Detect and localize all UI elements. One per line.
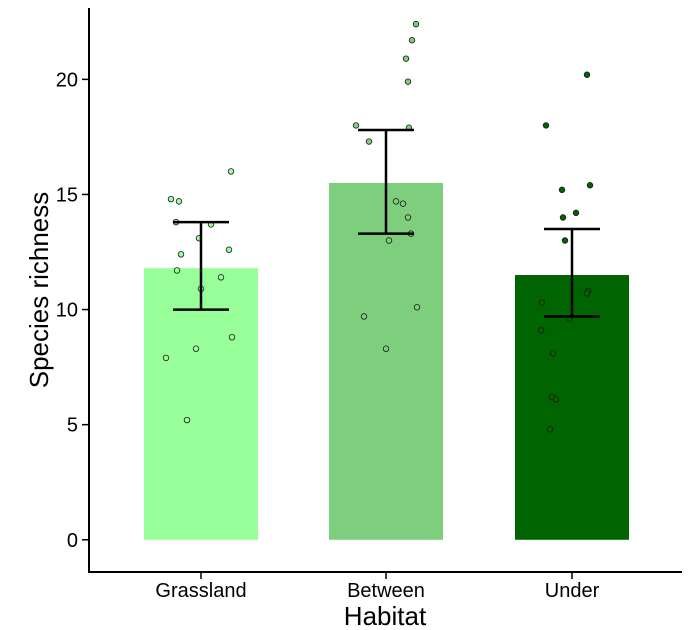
point-under <box>549 350 557 357</box>
point-between <box>392 198 400 205</box>
bar-between <box>329 182 443 540</box>
x-axis-title: Habitat <box>344 601 427 630</box>
point-under <box>537 327 545 334</box>
y-tick-label: 5 <box>67 415 78 437</box>
point-under <box>542 122 550 129</box>
point-under <box>586 182 594 189</box>
point-under <box>552 396 560 403</box>
point-between <box>404 78 412 85</box>
point-grassland <box>217 274 225 281</box>
point-under <box>583 71 591 78</box>
point-grassland <box>227 168 235 175</box>
point-grassland <box>183 416 191 424</box>
y-axis-title: Species richness <box>24 192 54 389</box>
point-between <box>402 55 410 62</box>
point-under <box>546 426 554 433</box>
x-tick-label-grassland: Grassland <box>155 580 246 602</box>
point-between <box>408 37 416 44</box>
point-between <box>352 122 360 129</box>
point-grassland <box>192 345 200 352</box>
point-grassland <box>225 246 233 253</box>
x-axis-ticks: Grassland Between Under <box>155 572 600 602</box>
point-grassland <box>177 251 185 258</box>
point-under <box>538 299 546 306</box>
point-between <box>412 20 420 28</box>
y-tick-label: 0 <box>67 530 78 552</box>
point-between <box>413 304 421 311</box>
point-under <box>561 237 569 244</box>
point-between <box>365 138 373 145</box>
x-tick-label-between: Between <box>347 580 425 602</box>
point-grassland <box>175 198 183 205</box>
point-grassland <box>162 354 170 362</box>
point-under <box>583 290 591 297</box>
y-tick-label: 10 <box>56 300 78 322</box>
point-under <box>558 186 566 194</box>
y-axis-ticks: 0 5 10 15 20 <box>56 69 89 552</box>
bar-grassland <box>144 268 258 540</box>
point-grassland <box>167 195 175 203</box>
point-under <box>559 214 567 221</box>
point-between <box>382 345 390 352</box>
point-grassland <box>173 267 181 274</box>
plot-marks <box>144 20 629 540</box>
point-between <box>404 214 412 221</box>
x-tick-label-under: Under <box>545 580 600 602</box>
y-tick-label: 20 <box>56 69 78 91</box>
point-between <box>385 237 393 244</box>
point-grassland <box>228 333 236 341</box>
y-tick-label: 15 <box>56 184 78 206</box>
point-between <box>399 200 407 207</box>
point-under <box>572 209 580 217</box>
point-between <box>360 313 368 320</box>
